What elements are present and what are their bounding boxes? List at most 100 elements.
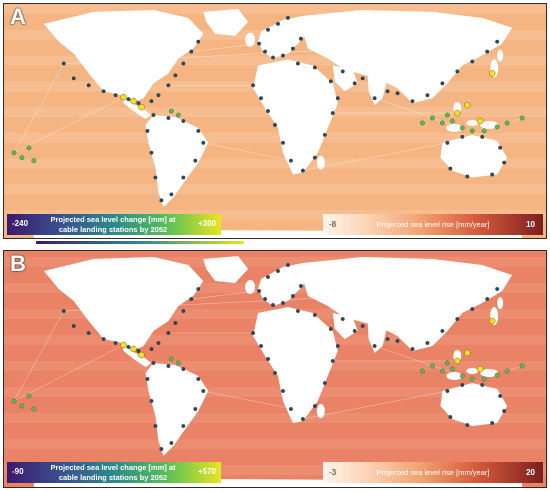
cable-landing-station [102, 89, 106, 93]
cable-landing-station [289, 159, 293, 163]
cable-landing-station [146, 129, 150, 133]
cable-landing-station [196, 40, 200, 44]
cable-landing-station [313, 156, 317, 160]
cable-landing-station [464, 350, 470, 356]
cable-landing-station [323, 381, 327, 385]
ocean-shading [4, 4, 546, 14]
cable-landing-station [259, 344, 263, 348]
cable-landing-station [323, 133, 327, 137]
cable-landing-station [485, 297, 489, 301]
cable-landing-station [182, 62, 186, 66]
cable-landing-station [281, 141, 285, 145]
separator-bar [36, 241, 244, 244]
cable-landing-station [257, 289, 261, 293]
cable-landing-station [169, 109, 173, 113]
cable-landing-station [167, 84, 171, 88]
colorbar-max: 10 [526, 220, 535, 229]
cable-landing-station [446, 389, 450, 393]
cable-landing-station [465, 175, 469, 179]
cable-landing-station [114, 341, 118, 345]
cable-landing-station [281, 389, 285, 393]
colorbar-max: +570 [198, 467, 216, 476]
colorbar-title: Projected sea level rise [mm/year] [353, 220, 513, 229]
cable-landing-station [313, 313, 317, 317]
cable-landing-station [271, 56, 275, 60]
cable-landing-station [449, 167, 453, 171]
cable-landing-station [271, 303, 275, 307]
cable-landing-station [498, 394, 502, 398]
cable-landing-station [139, 104, 145, 110]
cable-landing-station [331, 111, 335, 115]
cable-landing-station [170, 193, 174, 197]
cable-landing-station [150, 399, 154, 403]
cable-landing-station [201, 141, 205, 145]
cable-landing-station [167, 116, 171, 120]
cable-landing-station [495, 373, 499, 377]
cable-landing-station [121, 342, 127, 348]
colorbar-min: -240 [12, 219, 28, 228]
colorbar-min: -8 [329, 220, 336, 229]
cable-landing-station [72, 324, 76, 328]
cable-landing-station [182, 367, 186, 371]
cable-landing-station [465, 423, 469, 427]
cable-landing-station [411, 99, 415, 103]
cable-landing-station [62, 62, 66, 66]
island [466, 120, 478, 126]
cable-landing-station [430, 364, 434, 368]
cable-landing-station [296, 309, 300, 313]
panel-label: A [10, 4, 26, 30]
colorbar-max: 20 [526, 468, 535, 477]
cable-landing-station [20, 404, 24, 408]
cable-landing-station [386, 89, 390, 93]
cable-landing-station [154, 176, 158, 180]
cable-landing-station [273, 123, 277, 127]
cable-landing-station [201, 389, 205, 393]
cable-landing-station [170, 441, 174, 445]
cable-landing-station [456, 70, 460, 74]
cable-landing-station [182, 309, 186, 313]
cable-landing-station [263, 297, 267, 301]
cable-landing-station [470, 60, 474, 64]
world-map-a [4, 4, 546, 238]
cable-landing-station [313, 404, 317, 408]
cable-landing-station [281, 301, 285, 305]
colorbar-title: Projected sea level change [mm] at cable… [45, 215, 181, 234]
cable-landing-station [146, 377, 150, 381]
cable-landing-station [480, 383, 484, 387]
cable-landing-station [182, 176, 186, 180]
cable-landing-station [331, 359, 335, 363]
cable-landing-station [440, 121, 444, 125]
cable-landing-station [373, 96, 377, 100]
cable-landing-station [460, 126, 464, 130]
cable-landing-station [150, 347, 154, 351]
sea-level-rise-colorbar: -8 Projected sea level rise [mm/year] 10 [323, 214, 543, 235]
cable-landing-station [190, 297, 194, 301]
cable-landing-station [495, 125, 499, 129]
cable-landing-station [411, 347, 415, 351]
cable-landing-station [266, 28, 270, 32]
cable-landing-station [273, 371, 277, 375]
cable-landing-station [167, 331, 171, 335]
cable-landing-station [520, 116, 524, 120]
cable-landing-station [505, 121, 509, 125]
cable-landing-station [152, 361, 156, 365]
cable-landing-station [396, 91, 400, 95]
cable-landing-station [259, 96, 263, 100]
cable-landing-station [470, 377, 474, 381]
cable-landing-station [20, 156, 24, 160]
cable-landing-station [477, 366, 483, 372]
cable-landing-station [127, 97, 131, 101]
cable-landing-station [495, 287, 499, 291]
cable-landing-station [12, 151, 16, 155]
cable-landing-station [373, 344, 377, 348]
cable-landing-station [396, 339, 400, 343]
cable-landing-station [157, 93, 161, 97]
cable-landing-station [194, 159, 198, 163]
cable-landing-station [430, 116, 434, 120]
cable-landing-station [182, 119, 186, 123]
cable-landing-station [489, 70, 495, 76]
cable-landing-station [464, 102, 470, 108]
cable-landing-station [102, 337, 106, 341]
cable-landing-station [341, 317, 345, 321]
cable-landing-station [160, 199, 164, 203]
